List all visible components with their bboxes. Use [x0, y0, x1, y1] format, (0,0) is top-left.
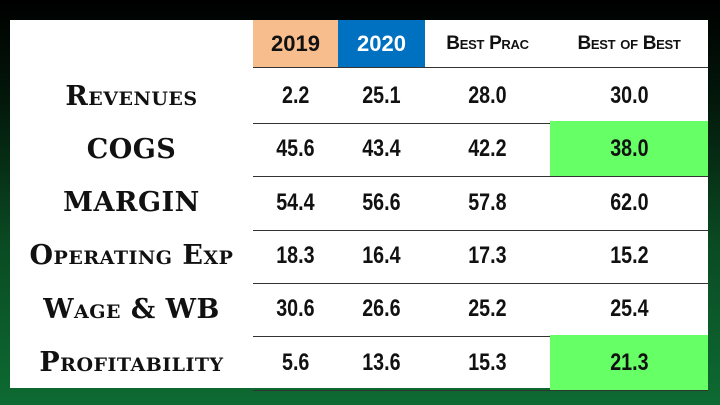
cell-value: 42.2 [468, 135, 507, 163]
table-row: Operating Exp 18.3 16.4 17.3 15.2 [10, 228, 708, 284]
row-label: Wage & WB [43, 293, 220, 325]
cell-value: 56.6 [362, 188, 401, 216]
table-row: MARGIN 54.4 56.6 57.8 62.0 [10, 175, 708, 231]
cell-value: 21.3 [609, 348, 649, 376]
table-row: COGS 45.6 43.4 42.2 38.0 [10, 121, 708, 178]
header-best-prac: Best Prac [425, 20, 550, 68]
table-cell: 30.0 [550, 68, 708, 124]
cell-value: 17.3 [468, 241, 507, 269]
cell-value: 15.3 [468, 348, 507, 376]
comparison-table: 2019 2020 Best Prac Best of Best Revenue… [10, 20, 708, 391]
table-cell: 15.3 [425, 335, 550, 391]
row-label: Operating Exp [29, 240, 234, 272]
table-cell: 15.2 [550, 228, 708, 284]
table-row: Revenues 2.2 25.1 28.0 30.0 [10, 68, 708, 124]
table-cell: 42.2 [425, 121, 550, 177]
cell-value: 18.3 [276, 241, 315, 269]
table-cell: 57.8 [425, 175, 550, 231]
table-row: Wage & WB 30.6 26.6 25.2 25.4 [10, 281, 708, 338]
row-divider [253, 123, 708, 124]
cell-value: 25.2 [468, 295, 507, 323]
row-divider [253, 176, 708, 178]
cell-value: 2.2 [281, 82, 310, 109]
cell-value: 13.6 [362, 348, 401, 376]
table-cell: 18.3 [253, 228, 338, 284]
table-cell: 13.6 [338, 335, 425, 391]
table-cell: 21.3 [550, 334, 708, 391]
table-cell: 26.6 [338, 281, 425, 337]
table-cell: 5.6 [253, 335, 338, 391]
cell-value: 43.4 [362, 135, 401, 163]
table-row: Profitability 5.6 13.6 15.3 21.3 [10, 334, 708, 391]
table-cell: 17.3 [425, 228, 550, 284]
table-cell: 45.6 [253, 121, 338, 177]
row-divider [253, 336, 708, 338]
cell-value: 38.0 [609, 135, 649, 163]
table-cell: 25.2 [425, 281, 550, 337]
table-cell: 28.0 [425, 68, 550, 124]
cell-value: 5.6 [281, 348, 310, 376]
header-2020: 2020 [338, 20, 425, 68]
cell-value: 25.1 [362, 82, 401, 109]
cell-value: 30.0 [609, 82, 649, 109]
row-divider [253, 389, 708, 391]
cell-value: 15.2 [609, 241, 649, 269]
cell-value: 28.0 [468, 82, 507, 109]
row-divider [253, 282, 708, 284]
table-cell: 30.6 [253, 281, 338, 337]
cell-value: 26.6 [362, 295, 401, 323]
table-cell: 38.0 [550, 121, 708, 178]
header-best-of-best: Best of Best [550, 20, 708, 68]
table-cell: 43.4 [338, 121, 425, 177]
cell-value: 25.4 [609, 295, 649, 323]
cell-value: 30.6 [276, 295, 315, 323]
row-label: COGS [86, 133, 177, 165]
cell-value: 54.4 [276, 188, 315, 216]
table-cell: 54.4 [253, 175, 338, 231]
cell-value: 62.0 [609, 188, 649, 216]
cell-value: 45.6 [276, 135, 315, 163]
row-label: Revenues [65, 80, 198, 112]
table-cell: 62.0 [550, 175, 708, 231]
cell-value: 16.4 [362, 241, 401, 269]
header-2019: 2019 [253, 20, 338, 68]
table-cell: 25.1 [338, 68, 425, 124]
row-label: Profitability [39, 347, 224, 378]
row-label: MARGIN [63, 187, 200, 219]
table-cell: 2.2 [253, 68, 338, 124]
table-cell: 56.6 [338, 175, 425, 231]
table-cell: 16.4 [338, 228, 425, 284]
row-divider [253, 229, 708, 231]
table-cell: 25.4 [550, 281, 708, 337]
cell-value: 57.8 [468, 188, 507, 216]
